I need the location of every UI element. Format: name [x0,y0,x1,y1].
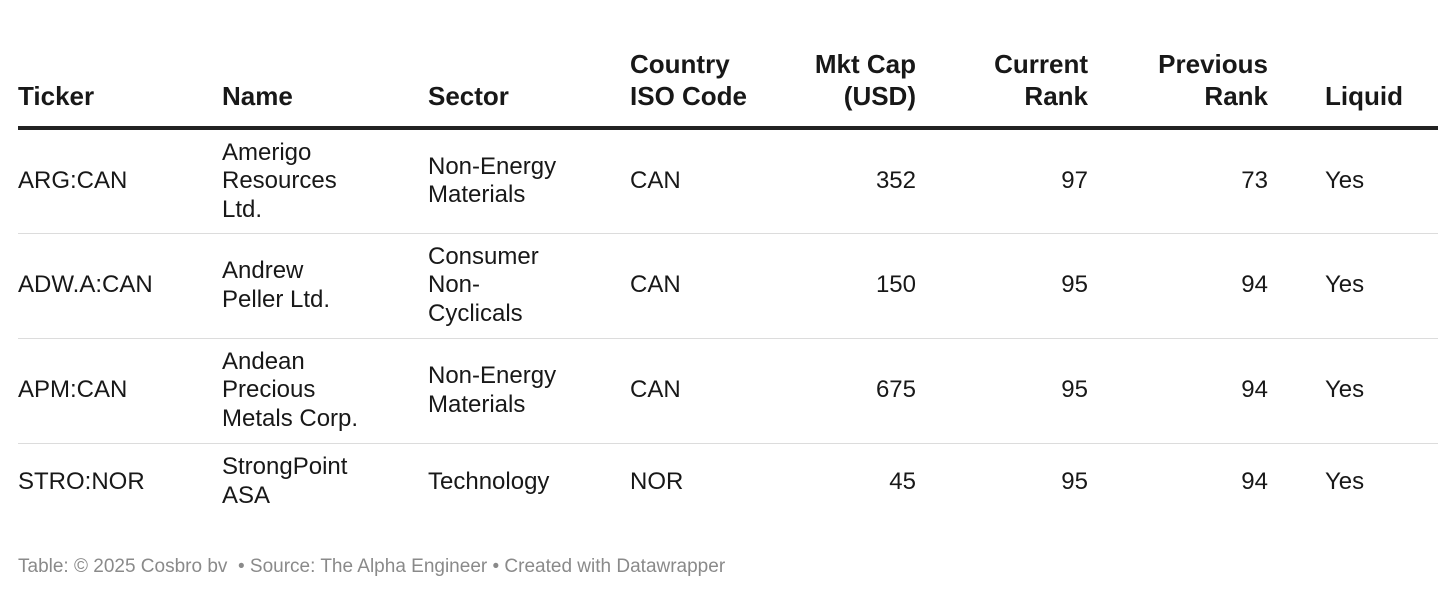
header-ticker-label: Ticker [18,81,95,111]
stock-ranking-table: Ticker Name Sector Country ISO Code Mkt … [18,0,1438,520]
table-row: ARG:CAN Amerigo Resources Ltd. Non-Energ… [18,128,1438,234]
cell-mkt-cap: 675 [780,338,916,444]
cell-mkt-cap: 352 [780,128,916,234]
header-name-label: Name [222,81,293,111]
cell-iso: CAN [630,338,780,444]
header-previous-rank[interactable]: Previous Rank [1088,0,1268,130]
cell-previous-rank: 73 [1088,128,1268,234]
cell-name-line: ASA [222,481,271,509]
cell-liquid: Yes [1325,467,1365,495]
cell-sector-line: Non- [428,271,481,299]
cell-sector: Technology [428,443,630,520]
table-header: Ticker Name Sector Country ISO Code Mkt … [18,0,1438,130]
cell-mkt-cap: 45 [889,467,916,495]
cell-liquid: Yes [1268,128,1438,234]
cell-current-rank: 97 [916,128,1088,234]
cell-sector-line: Materials [428,181,526,209]
cell-name: Andrew Peller Ltd. [222,233,428,339]
cell-name-line: Ltd. [222,195,263,223]
table-row: STRO:NOR StrongPoint ASA Technology NOR … [18,443,1438,520]
cell-iso: CAN [630,233,780,339]
cell-name-line: Metals Corp. [222,404,359,432]
cell-liquid: Yes [1268,338,1438,444]
cell-iso: CAN [630,128,780,234]
header-liquid[interactable]: Liquid [1268,0,1438,130]
header-name[interactable]: Name [222,0,428,130]
cell-previous-rank: 94 [1088,233,1268,339]
cell-sector-line: Non-Energy [428,152,557,180]
header-mkt-line2: (USD) [843,81,916,111]
cell-current-rank: 95 [916,233,1088,339]
cell-ticker: ARG:CAN [18,128,222,234]
table-footer: Table: © 2025 Cosbro bv • Source: The Al… [18,555,725,579]
cell-liquid: Yes [1268,233,1438,339]
header-country-iso[interactable]: Country ISO Code [630,0,780,130]
cell-ticker: STRO:NOR [18,467,145,495]
header-current-rank[interactable]: Current Rank [916,0,1088,130]
header-mkt-cap[interactable]: Mkt Cap (USD) [780,0,916,130]
header-cur-line2: Rank [1024,81,1088,111]
cell-name: Andean Precious Metals Corp. [222,338,428,444]
cell-name: Amerigo Resources Ltd. [222,128,428,234]
cell-name-line: Amerigo [222,138,312,166]
cell-ticker: APM:CAN [18,338,222,444]
cell-sector: Non-Energy Materials [428,128,630,234]
footer-created: • Created with Datawrapper [492,556,726,577]
header-iso-line1: Country [630,49,730,79]
cell-name-line: Resources [222,167,337,194]
cell-iso: NOR [630,467,684,495]
header-mkt-line1: Mkt Cap [814,49,916,79]
cell-name-line: Peller Ltd. [222,285,331,313]
cell-name-line: StrongPoint [222,453,348,481]
cell-sector-line: Technology [428,467,550,495]
cell-current-rank: 95 [916,338,1088,444]
table-row: APM:CAN Andean Precious Metals Corp. Non… [18,338,1438,444]
cell-mkt-cap: 150 [780,233,916,339]
cell-sector-line: Non-Energy [428,362,557,389]
footer-credit: Table: © 2025 Cosbro bv [18,556,228,577]
header-row: Ticker Name Sector Country ISO Code Mkt … [18,0,1438,130]
table-row: ADW.A:CAN Andrew Peller Ltd. Consumer No… [18,233,1438,339]
table-body: ARG:CAN Amerigo Resources Ltd. Non-Energ… [18,128,1438,520]
cell-name-line: Andrew [222,257,304,284]
cell-previous-rank: 94 [1241,467,1268,495]
header-iso-line2: ISO Code [630,81,748,111]
cell-sector-line: Materials [428,390,526,418]
footer-source: • Source: The Alpha Engineer [237,556,488,577]
cell-sector-line: Cyclicals [428,299,523,327]
cell-sector: Non-Energy Materials [428,338,630,444]
header-sector[interactable]: Sector [428,0,630,130]
cell-name-line: Precious [222,376,316,404]
header-cur-line1: Current [994,49,1088,79]
cell-ticker: ADW.A:CAN [18,233,222,339]
header-prev-line2: Rank [1204,81,1268,111]
cell-previous-rank: 94 [1088,338,1268,444]
cell-name: StrongPoint ASA [222,443,428,520]
header-ticker[interactable]: Ticker [18,0,222,130]
header-liquid-label: Liquid [1325,81,1403,111]
cell-sector: Consumer Non- Cyclicals [428,233,630,339]
cell-name-line: Andean [222,347,305,375]
header-prev-line1: Previous [1158,49,1268,79]
cell-sector-line: Consumer [428,242,539,270]
header-sector-label: Sector [428,81,509,111]
cell-current-rank: 95 [1061,467,1088,495]
